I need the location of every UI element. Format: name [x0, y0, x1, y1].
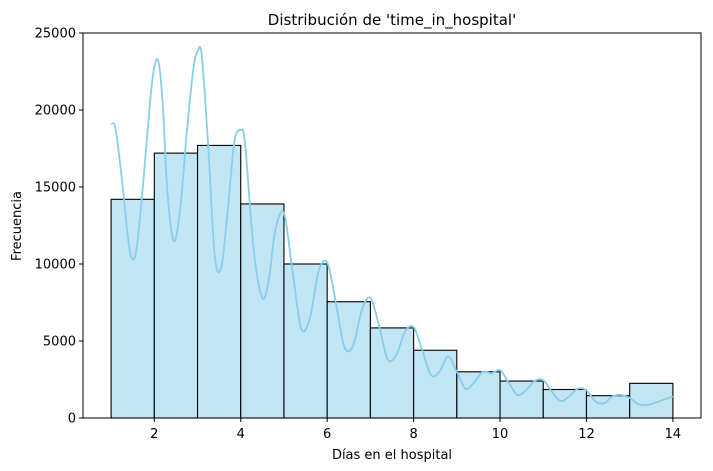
x-axis-ticks: 2 4 6 8 10 12 14 [150, 418, 681, 442]
histogram-bar [413, 349, 458, 419]
histogram-bar [542, 388, 588, 419]
x-tick-label: 12 [578, 427, 595, 442]
y-axis-ticks: 0 5000 10000 15000 20000 25000 [35, 27, 83, 427]
y-tick-label: 0 [68, 412, 76, 427]
y-tick-label: 25000 [35, 27, 76, 42]
x-tick-label: 2 [150, 427, 158, 442]
x-tick-label: 8 [409, 427, 417, 442]
x-tick-label: 14 [665, 427, 682, 442]
axes [82, 32, 702, 419]
y-axis-label: Frecuencia [10, 191, 25, 261]
x-axis-label: Días en el hospital [332, 448, 452, 463]
histogram-bar [110, 198, 155, 419]
x-tick-label: 6 [323, 427, 331, 442]
histogram-bar [240, 203, 285, 419]
histogram-bar [499, 380, 544, 419]
histogram-bars [110, 144, 674, 419]
x-tick-label: 4 [237, 427, 245, 442]
kde-curve-group [110, 45, 674, 406]
histogram-bar [456, 371, 501, 419]
kde-line [110, 45, 674, 406]
y-tick-label: 5000 [43, 335, 76, 350]
x-tick-label: 10 [492, 427, 509, 442]
y-tick-label: 10000 [35, 258, 76, 273]
histogram-bar [369, 327, 415, 419]
histogram-bar [153, 152, 199, 419]
chart-title: Distribución de 'time_in_hospital' [268, 11, 516, 30]
y-tick-label: 20000 [35, 104, 76, 119]
axes-frame [82, 32, 702, 419]
y-tick-label: 15000 [35, 181, 76, 196]
histogram-bar [196, 144, 242, 419]
histogram-bar [326, 301, 371, 419]
histogram-bar [629, 382, 674, 419]
histogram-bar [283, 263, 328, 419]
